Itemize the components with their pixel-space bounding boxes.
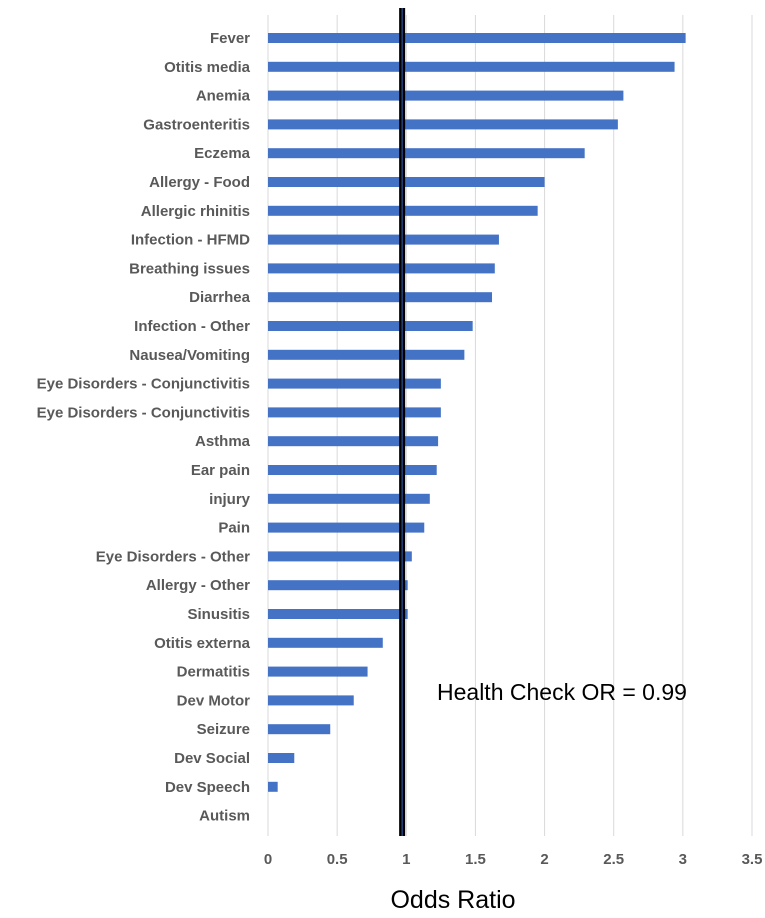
category-label-27: Dev Speech — [165, 779, 250, 796]
bar-24 — [268, 695, 354, 706]
category-label-28: Autism — [199, 808, 250, 825]
bar-15 — [268, 436, 439, 447]
category-label-9: Breathing issues — [129, 260, 250, 277]
category-label-3: Anemia — [196, 88, 251, 105]
x-axis-title: Odds Ratio — [390, 886, 515, 914]
bar-6 — [268, 177, 545, 187]
bar-2 — [268, 61, 675, 72]
bar-9 — [268, 263, 495, 274]
bar-4 — [268, 119, 618, 130]
category-label-22: Otitis externa — [154, 635, 251, 652]
bar-14 — [268, 407, 441, 418]
gridlines — [267, 15, 753, 836]
category-label-6: Allergy - Food — [149, 174, 250, 191]
bar-17 — [268, 493, 430, 504]
bar-27 — [268, 781, 278, 792]
category-label-19: Eye Disorders - Other — [96, 548, 250, 565]
category-label-17: injury — [209, 491, 250, 508]
bar-1 — [268, 33, 686, 43]
bar-18 — [268, 522, 425, 533]
bar-21 — [268, 609, 408, 619]
x-tick-labels: 0 0.5 1 1.5 2 2.5 3 3.5 — [264, 851, 763, 868]
bar-3 — [268, 90, 624, 101]
category-label-15: Asthma — [195, 433, 251, 450]
category-label-1: Fever — [210, 30, 250, 47]
category-label-25: Seizure — [197, 721, 250, 738]
bar-19 — [268, 551, 412, 562]
x-tick-label-1: 1 — [402, 851, 410, 868]
category-label-11: Infection - Other — [134, 318, 250, 335]
category-label-23: Dermatitis — [177, 664, 250, 681]
category-label-16: Ear pain — [191, 462, 250, 479]
bar-5 — [268, 148, 585, 159]
category-label-5: Eczema — [194, 145, 251, 162]
x-tick-label-2: 2 — [540, 851, 548, 868]
bar-10 — [268, 292, 493, 303]
category-label-13: Eye Disorders - Conjunctivitis — [37, 376, 250, 393]
x-tick-label-2.5: 2.5 — [603, 851, 624, 868]
category-label-18: Pain — [218, 520, 250, 537]
bar-26 — [268, 753, 295, 763]
bar-13 — [268, 378, 441, 389]
x-tick-label-3.5: 3.5 — [742, 851, 763, 868]
x-tick-label-0.5: 0.5 — [327, 851, 348, 868]
bars — [268, 33, 686, 792]
category-label-2: Otitis media — [164, 59, 251, 76]
category-label-24: Dev Motor — [177, 692, 251, 709]
category-label-20: Allergy - Other — [146, 577, 250, 594]
x-tick-label-0: 0 — [264, 851, 272, 868]
bar-23 — [268, 666, 368, 677]
bar-11 — [268, 321, 473, 331]
category-labels: Fever Otitis media Anemia Gastroenteritis Ec… — [37, 30, 251, 825]
x-tick-label-3: 3 — [679, 851, 687, 868]
category-label-21: Sinusitis — [187, 606, 250, 623]
bar-22 — [268, 637, 383, 648]
bar-8 — [268, 234, 499, 245]
category-label-7: Allergic rhinitis — [141, 203, 250, 220]
category-label-26: Dev Social — [174, 750, 250, 767]
x-tick-label-1.5: 1.5 — [465, 851, 486, 868]
bar-25 — [268, 724, 331, 735]
bar-12 — [268, 349, 465, 360]
category-label-12: Nausea/Vomiting — [129, 347, 250, 364]
bar-20 — [268, 580, 408, 591]
bar-16 — [268, 465, 437, 475]
category-label-10: Diarrhea — [189, 289, 251, 306]
category-label-4: Gastroenteritis — [143, 116, 250, 133]
category-label-14: Eye Disorders - Conjunctivitis — [37, 404, 250, 421]
category-label-8: Infection - HFMD — [131, 232, 250, 249]
reference-line-annotation: Health Check OR = 0.99 — [437, 679, 687, 705]
